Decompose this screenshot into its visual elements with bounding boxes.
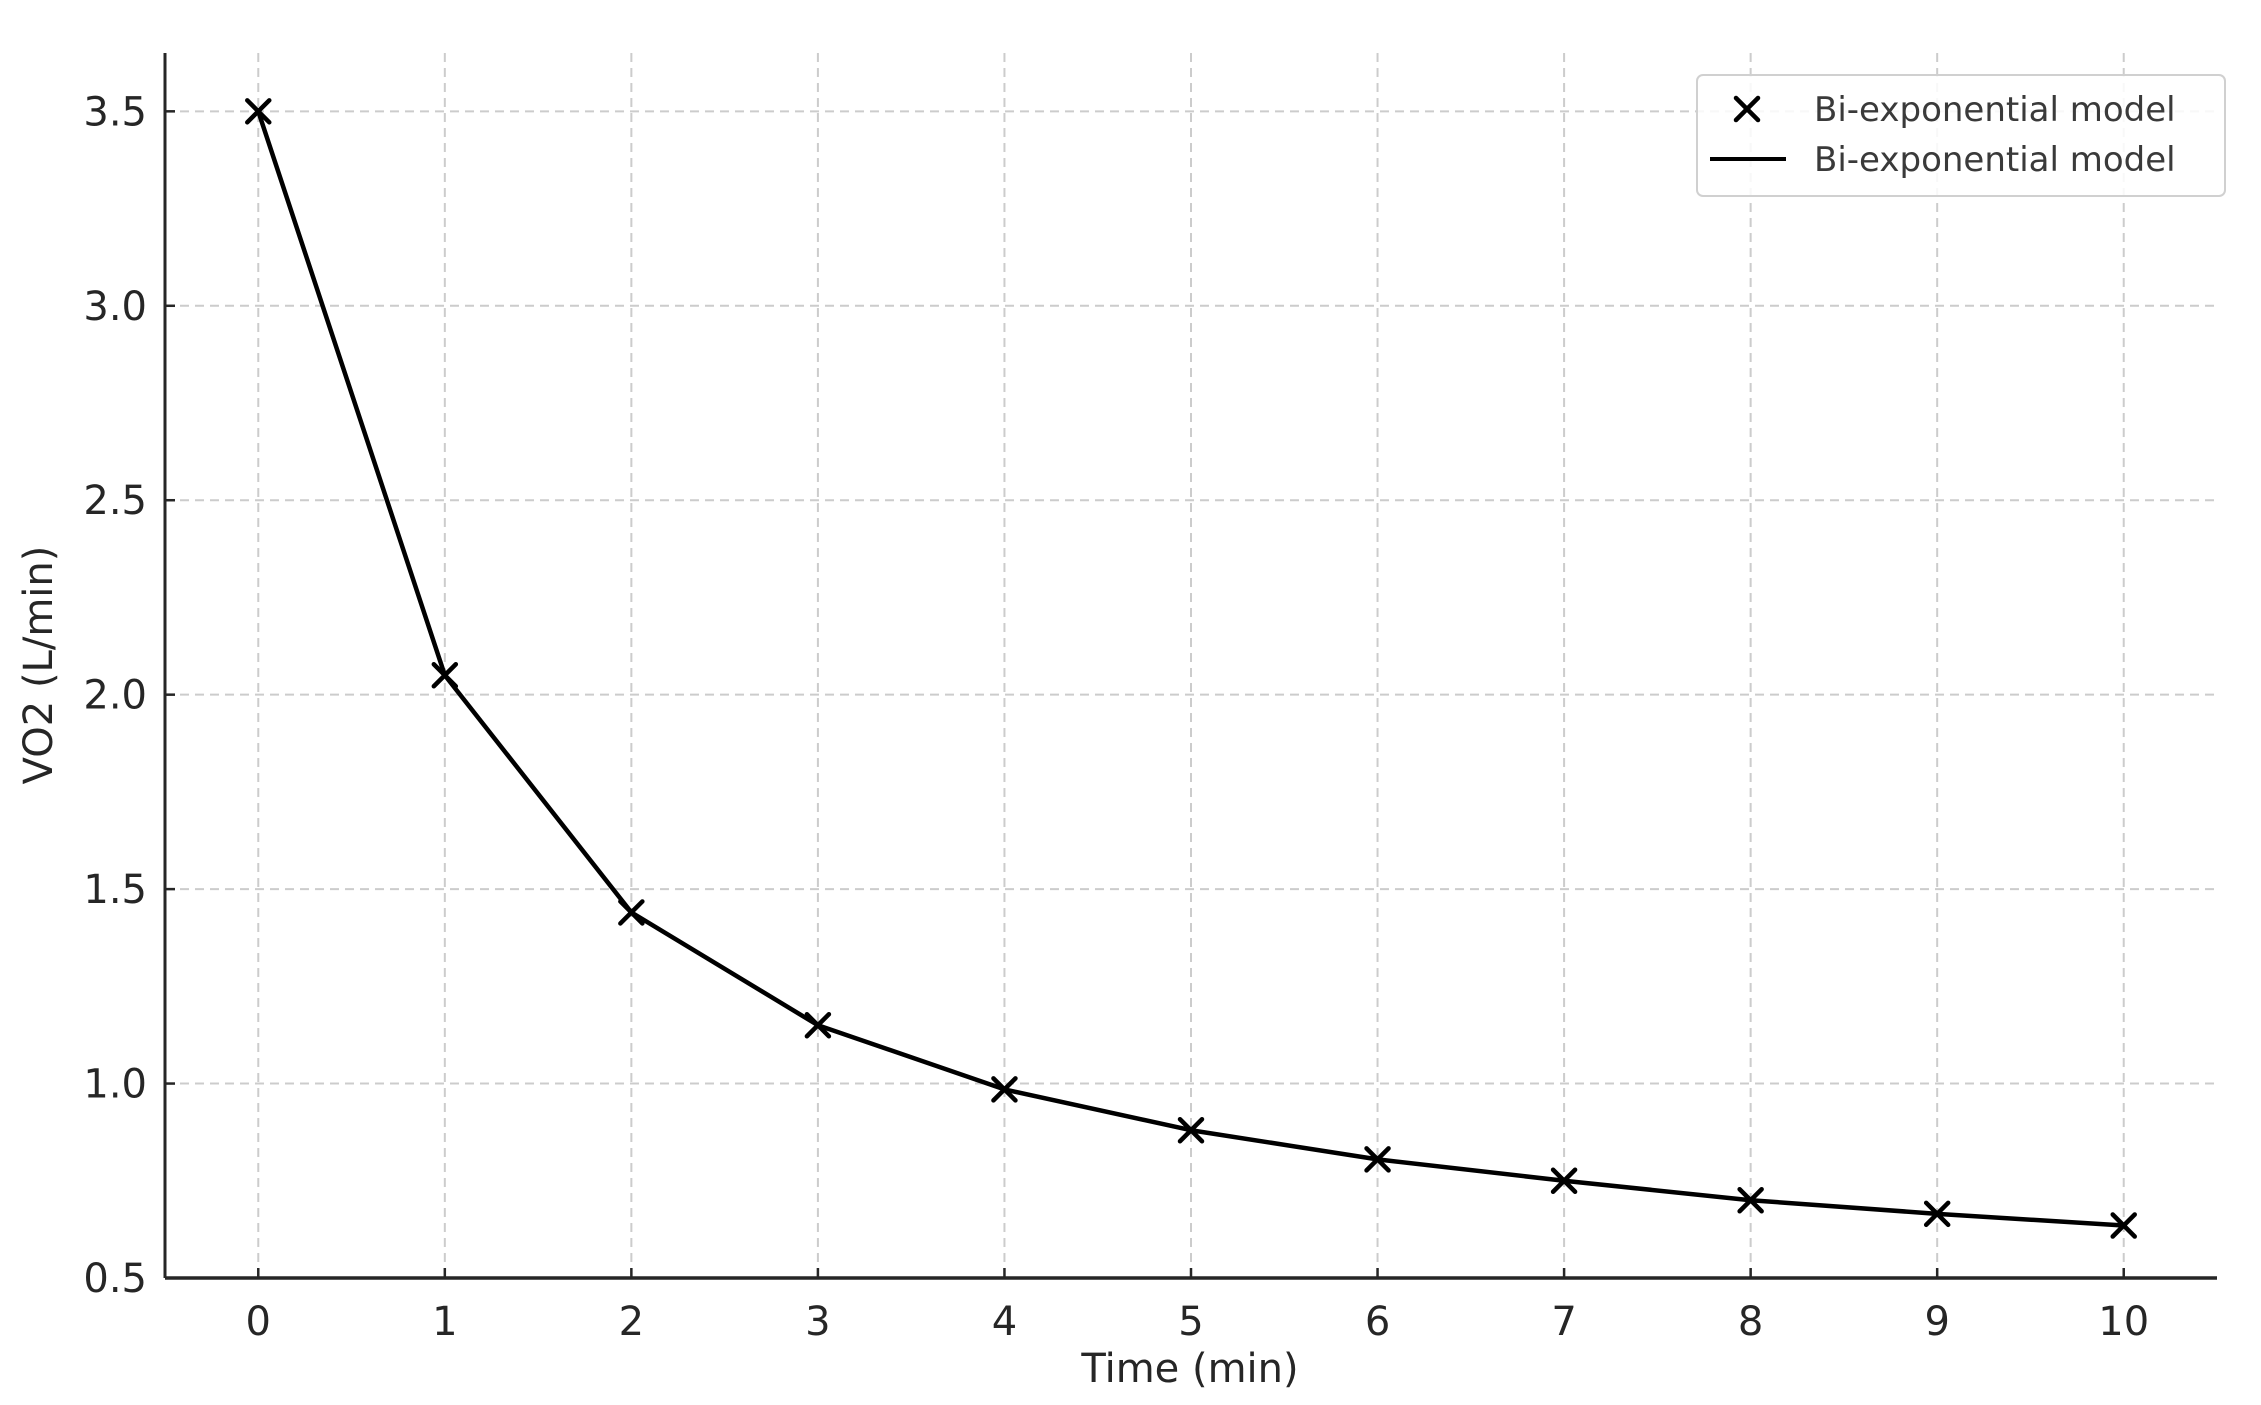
x-tick-label: 1 (432, 1299, 457, 1345)
x-tick-label: 9 (1924, 1299, 1949, 1345)
x-tick-label: 2 (619, 1299, 644, 1345)
x-tick-label: 4 (992, 1299, 1017, 1345)
y-tick-label: 2.5 (83, 478, 147, 524)
x-marker-icon (1177, 1116, 1205, 1144)
legend-item-markers: Bi-exponential model (1733, 90, 2176, 130)
x-tick-label: 6 (1365, 1299, 1390, 1345)
y-tick-label: 1.0 (83, 1062, 147, 1108)
x-tick-label: 8 (1738, 1299, 1763, 1345)
x-tick-label: 10 (2098, 1299, 2149, 1345)
x-marker-icon (1923, 1200, 1951, 1228)
y-tick-label: 2.0 (83, 673, 147, 719)
y-tick-label: 1.5 (83, 867, 147, 913)
legend: Bi-exponential model Bi-exponential mode… (1696, 74, 2226, 197)
x-tick-label: 5 (1178, 1299, 1203, 1345)
x-marker-icon (991, 1076, 1018, 1103)
x-marker-icon (804, 1011, 832, 1039)
x-marker-icon (2110, 1212, 2137, 1239)
x-marker-icon (431, 661, 459, 689)
x-marker-icon (1737, 1186, 1764, 1214)
series-markers (245, 98, 2137, 1239)
y-tick-label: 0.5 (83, 1256, 147, 1302)
y-tick-label: 3.5 (83, 89, 147, 135)
x-marker-icon (1733, 95, 1761, 123)
x-marker-icon (1364, 1146, 1391, 1173)
legend-item-line: Bi-exponential model (1710, 140, 2176, 180)
x-tick-label: 3 (805, 1299, 830, 1345)
x-marker-icon (245, 98, 272, 125)
y-tick-label: 3.0 (83, 284, 147, 330)
x-axis-ticks: 0 1 2 3 4 5 6 7 8 9 10 (246, 1268, 2149, 1345)
y-axis-ticks: 0.5 1.0 1.5 2.0 2.5 3.0 3.5 (83, 89, 175, 1302)
legend-label: Bi-exponential model (1814, 90, 2176, 130)
legend-label: Bi-exponential model (1814, 140, 2176, 180)
x-axis-title: Time (min) (1080, 1346, 1298, 1392)
x-marker-icon (618, 899, 645, 926)
grid-lines (165, 53, 2217, 1279)
legend-box (1696, 74, 2226, 197)
x-tick-label: 0 (246, 1299, 271, 1345)
x-marker-icon (1550, 1167, 1578, 1195)
y-axis-title: VO2 (L/min) (16, 546, 62, 785)
x-tick-label: 7 (1551, 1299, 1576, 1345)
